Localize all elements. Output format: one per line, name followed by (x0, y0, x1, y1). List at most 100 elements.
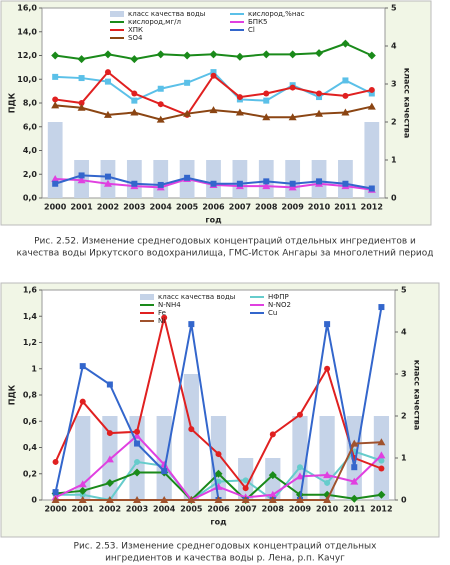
line-marker (236, 94, 243, 101)
bar (75, 416, 91, 500)
bar (156, 416, 172, 500)
line-marker (316, 178, 323, 185)
legend-label: Cl (248, 26, 255, 34)
y2-tick-label: 1 (401, 454, 407, 463)
legend-label: класс качества воды (158, 293, 235, 301)
line-marker (377, 438, 386, 446)
line-marker (210, 69, 217, 76)
line-marker (324, 321, 331, 328)
line-marker (288, 183, 297, 191)
line-marker (316, 90, 323, 97)
line-marker (268, 490, 277, 498)
line-marker (262, 50, 271, 59)
y2-tick-label: 4 (401, 328, 407, 337)
x-tick-label: 2010 (308, 203, 331, 212)
x-tick-label: 2008 (255, 203, 278, 212)
x-tick-label: 2001 (72, 505, 95, 514)
legend-label: Fe (158, 309, 166, 317)
line-marker (52, 489, 59, 496)
line-marker (160, 460, 169, 468)
legend-label: кислород,%нас (248, 10, 305, 18)
y-tick-label: 4,0 (23, 146, 38, 155)
line-marker (104, 173, 111, 180)
x-tick-label: 2011 (334, 203, 357, 212)
line-marker (209, 106, 218, 114)
x-axis-label: год (205, 216, 222, 225)
line-marker (184, 174, 191, 181)
line-marker (315, 49, 324, 58)
line-marker (161, 468, 168, 475)
bar (206, 160, 221, 198)
line-marker (104, 78, 111, 85)
bar (292, 416, 308, 500)
line-marker (183, 51, 192, 60)
y2-axis-label: класс качества (403, 68, 412, 139)
line-marker (105, 478, 114, 487)
line-marker (188, 321, 195, 328)
y2-tick-label: 1 (391, 156, 397, 165)
y2-tick-label: 3 (391, 80, 397, 89)
x-tick-label: 2006 (202, 203, 225, 212)
line-marker (315, 109, 324, 117)
line-marker (323, 496, 332, 503)
line-marker (242, 477, 249, 484)
line-marker (160, 496, 169, 503)
line-marker (134, 440, 141, 447)
line-marker (157, 85, 164, 92)
bar (338, 160, 353, 198)
caption: Рис. 2.52. Изменение среднегодовых конце… (34, 237, 416, 247)
line-marker (52, 180, 59, 187)
legend-label: Cu (268, 309, 277, 317)
line-marker (79, 398, 86, 405)
x-tick-label: 2009 (289, 505, 312, 514)
line-marker (242, 485, 249, 492)
legend-label: кислород,мг/л (128, 18, 181, 26)
x-axis-label: год (210, 518, 227, 527)
x-tick-label: 2007 (235, 505, 257, 514)
line-marker (183, 109, 192, 117)
x-tick-label: 2004 (153, 505, 176, 514)
y-tick-label: 8,0 (23, 99, 38, 108)
line-marker (214, 469, 223, 478)
x-tick-label: 2009 (282, 203, 305, 212)
line-marker (105, 455, 114, 463)
line-marker (295, 496, 304, 503)
y-tick-label: 12,0 (17, 51, 37, 60)
y-tick-label: 0,4 (23, 443, 38, 452)
line-marker (288, 113, 297, 121)
line-marker (378, 457, 385, 464)
line-marker (210, 72, 217, 79)
line-marker (52, 458, 59, 465)
y2-tick-label: 5 (391, 4, 397, 13)
y-tick-label: 0,6 (23, 417, 38, 426)
line-marker (103, 179, 112, 187)
line-marker (187, 496, 196, 503)
y-tick-label: 2,0 (23, 170, 38, 179)
y-tick-label: 6,0 (23, 122, 38, 131)
line-marker (368, 185, 375, 192)
line-marker (268, 471, 277, 480)
line-marker (215, 478, 222, 485)
caption: Рис. 2.53. Изменение среднегодовых конце… (74, 542, 378, 552)
line-marker (130, 55, 139, 64)
y2-tick-label: 2 (401, 412, 407, 421)
line-marker (133, 468, 142, 477)
line-marker (78, 496, 87, 503)
line-marker (262, 113, 271, 121)
legend-swatch (140, 294, 154, 300)
line-marker (51, 101, 60, 109)
bar (183, 374, 199, 500)
line-marker (323, 471, 332, 479)
x-tick-label: 2002 (99, 505, 121, 514)
line-marker (342, 77, 349, 84)
line-marker (236, 180, 243, 187)
legend-label: ХПК (128, 26, 143, 34)
x-tick-label: 2000 (44, 505, 67, 514)
y2-tick-label: 4 (391, 42, 397, 51)
line-marker (161, 314, 168, 321)
y2-tick-label: 0 (401, 496, 407, 505)
bar (364, 122, 380, 198)
line-marker (79, 363, 86, 370)
line-marker (235, 108, 244, 116)
y-tick-label: 0,0 (23, 194, 38, 203)
